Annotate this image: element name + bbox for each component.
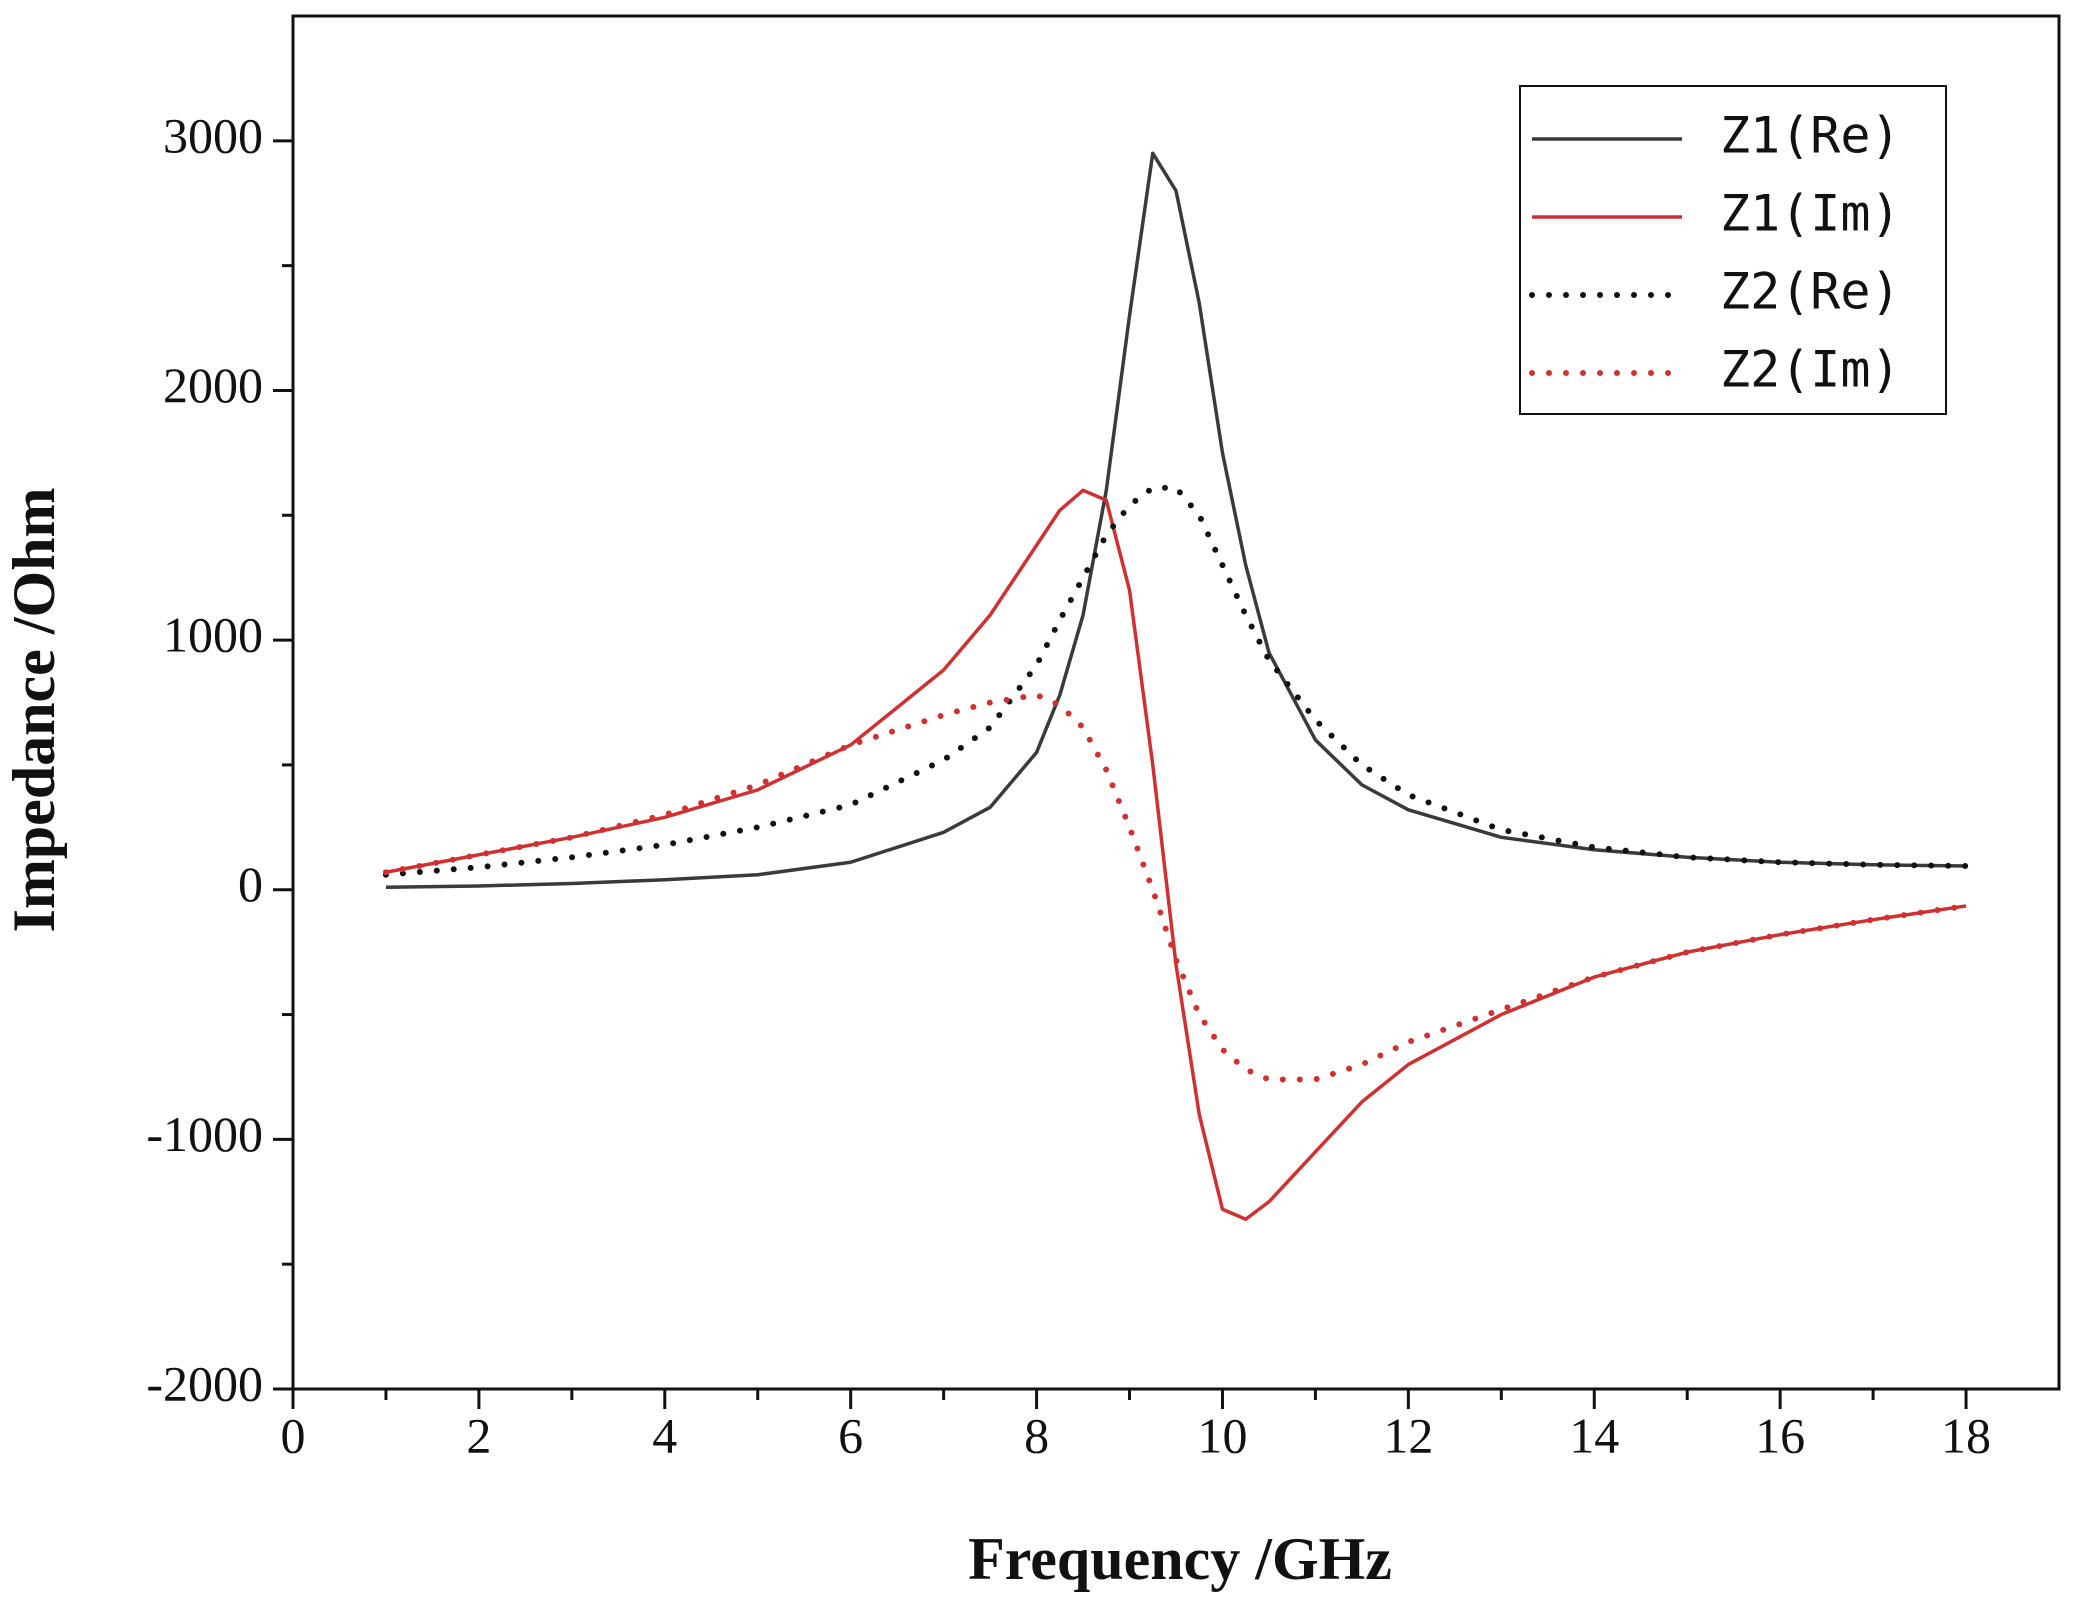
x-tick-label: 12 [1383,1407,1433,1463]
legend-label: Z1(Im) [1720,185,1901,243]
series-line [382,692,1970,1083]
y-tick-label: 1000 [163,607,263,663]
y-axis-label: Impedance /Ohm [1,487,67,932]
series-line [385,151,1967,889]
plot-frame [291,14,2061,1391]
x-tick-label: 10 [1197,1407,1247,1463]
y-tick-label: 2000 [163,357,263,413]
series-line [382,484,1970,878]
y-tick-label: -1000 [146,1106,263,1162]
series-line [385,488,1967,1221]
x-tick-label: 16 [1755,1407,1805,1463]
x-tick-label: 0 [281,1407,306,1463]
x-tick-label: 4 [652,1407,677,1463]
y-tick-label: 0 [238,856,263,912]
legend-label: Z1(Re) [1720,107,1901,165]
x-tick-label: 8 [1024,1407,1049,1463]
x-tick-label: 18 [1941,1407,1991,1463]
legend-label: Z2(Re) [1720,263,1901,321]
x-tick-label: 14 [1569,1407,1619,1463]
y-tick-label: 3000 [163,107,263,163]
x-axis-label: Frequency /GHz [968,1526,1392,1592]
legend-label: Z2(Im) [1720,341,1901,399]
x-tick-label: 2 [466,1407,491,1463]
y-tick-label: -2000 [146,1355,263,1411]
x-tick-label: 6 [838,1407,863,1463]
